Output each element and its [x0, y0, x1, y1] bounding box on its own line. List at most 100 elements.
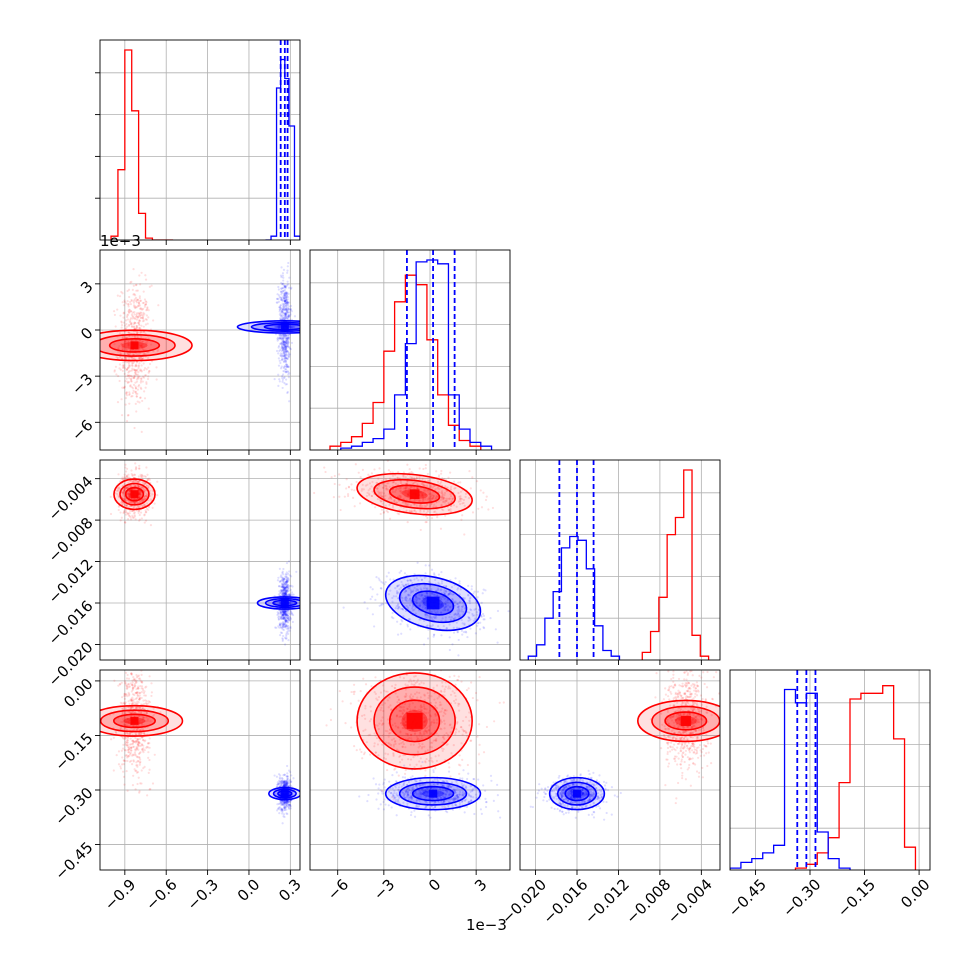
- red-sample-point: [353, 489, 356, 492]
- blue-sample-point: [291, 613, 295, 617]
- red-sample-point: [139, 758, 142, 761]
- red-sample-point: [140, 308, 143, 311]
- red-sample-point: [129, 281, 132, 284]
- red-sample-point: [134, 711, 137, 714]
- red-sample-point: [144, 342, 147, 345]
- red-sample-point: [129, 752, 132, 756]
- red-sample-point: [128, 331, 131, 334]
- blue-sample-point: [284, 592, 288, 595]
- blue-sample-point: [285, 342, 288, 345]
- red-sample-point: [138, 341, 141, 344]
- blue-sample-point: [286, 291, 289, 294]
- red-sample-point: [364, 484, 368, 487]
- red-sample-point: [458, 498, 462, 501]
- blue-sample-point: [285, 613, 288, 616]
- red-sample-point: [145, 494, 148, 498]
- blue-sample-point: [277, 297, 280, 301]
- blue-sample-point: [278, 623, 282, 626]
- blue-sample-point: [456, 630, 459, 633]
- red-sample-point: [138, 761, 142, 764]
- red-sample-point: [139, 299, 142, 302]
- red-sample-point: [139, 473, 142, 476]
- red-sample-point: [442, 501, 445, 504]
- blue-sample-point: [411, 590, 415, 593]
- red-sample-point: [449, 508, 452, 511]
- red-sample-point: [157, 304, 160, 307]
- red-sample-point: [122, 493, 125, 497]
- blue-sample-point: [289, 611, 293, 614]
- blue-sample-point: [423, 594, 426, 598]
- red-sample-point: [389, 496, 392, 499]
- blue-sample-point: [375, 576, 378, 579]
- red-sample-point: [361, 483, 364, 486]
- red-sample-point: [139, 396, 142, 399]
- red-sample-point: [144, 386, 147, 389]
- red-sample-point: [421, 495, 424, 498]
- red-sample-point: [143, 504, 146, 507]
- blue-sample-point: [441, 617, 444, 620]
- red-sample-point: [128, 391, 131, 394]
- red-sample-point: [140, 330, 143, 334]
- blue-sample-point: [284, 335, 287, 339]
- blue-sample-point: [286, 772, 289, 775]
- red-sample-point: [136, 746, 139, 750]
- red-sample-point: [125, 391, 128, 394]
- red-sample-point: [126, 717, 129, 721]
- blue-sample-point: [457, 605, 460, 608]
- blue-sample-point: [288, 347, 292, 350]
- blue-sample-point: [287, 618, 290, 622]
- blue-sample-point: [416, 597, 419, 600]
- red-sample-point: [436, 487, 439, 490]
- red-sample-point: [140, 504, 144, 507]
- red-sample-point: [407, 494, 410, 497]
- blue-sample-point: [279, 575, 282, 578]
- red-sample-point: [128, 495, 131, 498]
- red-sample-point: [122, 361, 125, 364]
- blue-sample-point: [284, 783, 287, 786]
- blue-sample-point: [283, 347, 286, 350]
- red-sample-point: [128, 324, 131, 327]
- blue-sample-point: [439, 606, 442, 610]
- red-sample-point: [423, 493, 427, 496]
- blue-sample-point: [444, 590, 447, 593]
- red-sample-point: [124, 693, 127, 696]
- red-sample-point: [411, 476, 414, 479]
- blue-sample-point: [276, 337, 279, 340]
- red-sample-point: [122, 723, 126, 726]
- red-sample-point: [378, 491, 382, 494]
- red-sample-point: [118, 487, 121, 490]
- red-sample-point: [150, 284, 153, 287]
- blue-sample-point: [283, 293, 286, 296]
- red-sample-point: [442, 496, 445, 499]
- blue-sample-point: [397, 605, 400, 609]
- red-sample-point: [123, 697, 126, 700]
- blue-sample-point: [280, 614, 283, 617]
- red-sample-point: [127, 473, 130, 476]
- red-sample-point: [416, 483, 419, 486]
- red-sample-point: [141, 662, 143, 664]
- red-sample-point: [414, 480, 417, 484]
- red-sample-point: [140, 474, 143, 477]
- red-sample-point: [142, 314, 145, 317]
- red-sample-point: [126, 744, 129, 747]
- red-sample-point: [419, 504, 422, 507]
- blue-sample-point: [396, 585, 399, 588]
- red-sample-point: [120, 343, 123, 346]
- red-sample-point: [133, 368, 136, 372]
- red-sample-point: [131, 311, 135, 314]
- red-sample-point: [156, 480, 159, 483]
- blue-sample-point: [280, 782, 283, 785]
- red-sample-point: [133, 748, 137, 751]
- red-sample-point: [143, 497, 146, 500]
- blue-sample-point: [287, 617, 290, 620]
- blue-sample-point: [391, 596, 394, 600]
- blue-sample-point: [410, 590, 413, 593]
- red-sample-point: [139, 299, 142, 303]
- red-sample-point: [138, 756, 141, 760]
- red-sample-point: [128, 495, 131, 498]
- red-sample-point: [131, 509, 134, 512]
- blue-sample-point: [285, 345, 288, 348]
- red-density-peak: [130, 716, 139, 725]
- blue-sample-point: [440, 611, 443, 614]
- red-sample-point: [159, 711, 162, 714]
